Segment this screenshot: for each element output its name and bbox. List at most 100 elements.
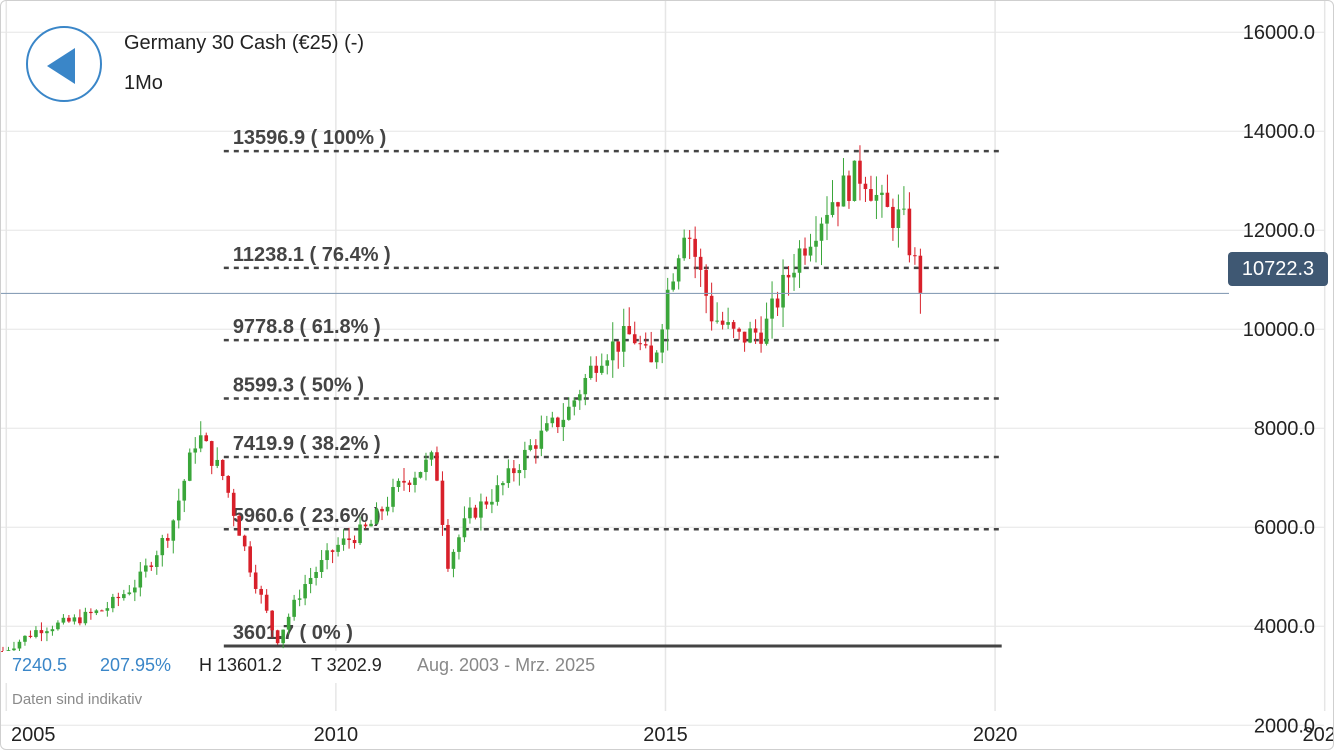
candle-body <box>418 472 423 478</box>
candle-body <box>292 599 296 617</box>
candle-body <box>594 365 599 373</box>
candle-body <box>363 524 368 527</box>
candle-body <box>319 560 324 572</box>
candle-body <box>396 480 401 488</box>
candle-body <box>325 550 329 561</box>
fib-level-label: 11238.1 ( 76.4% ) <box>233 244 391 266</box>
candle-body <box>380 508 384 512</box>
y-tick-label: 2000.0 <box>1254 715 1315 737</box>
candle-body <box>660 329 664 353</box>
candle-body <box>643 344 648 346</box>
fib-level-label: 13596.9 ( 100% ) <box>233 127 386 149</box>
candle-body <box>490 501 494 505</box>
candle-body <box>440 480 445 525</box>
grid <box>1 1 1326 726</box>
candle-body <box>803 248 807 256</box>
candle-body <box>775 298 780 308</box>
candle-body <box>385 506 390 512</box>
candle-body <box>187 452 192 481</box>
candle-body <box>517 470 522 474</box>
candle-body <box>413 477 417 485</box>
y-tick-label: 6000.0 <box>1254 517 1315 539</box>
candle-body <box>649 345 654 363</box>
candle-body <box>193 448 198 453</box>
candle-body <box>770 298 774 319</box>
candle-body <box>270 610 274 631</box>
candle-body <box>726 322 730 325</box>
candle-body <box>539 430 544 449</box>
candle-body <box>231 492 236 516</box>
candle-body <box>374 508 379 524</box>
candle-body <box>402 480 406 483</box>
candle-body <box>149 565 154 567</box>
candle-body <box>599 365 604 373</box>
fib-level-label: 5960.6 ( 23.6% ) <box>233 505 381 527</box>
interval-label[interactable]: 1Mo <box>124 72 163 94</box>
candle-body <box>198 435 203 449</box>
candle-body <box>457 537 461 552</box>
candle-body <box>424 459 428 473</box>
candle-body <box>61 617 66 623</box>
y-tick-label: 4000.0 <box>1254 616 1315 638</box>
candle-body <box>297 598 302 600</box>
candle-body <box>154 555 159 567</box>
candle-body <box>358 524 362 544</box>
candle-body <box>907 208 912 256</box>
candle-body <box>1 651 5 652</box>
candle-body <box>45 631 49 634</box>
candle-body <box>896 209 901 228</box>
candle-body <box>731 322 736 329</box>
x-axis: 2005 2010 2015 2020 2025 <box>11 724 1333 746</box>
fib-level-label: 8599.3 ( 50% ) <box>233 375 364 397</box>
candle-body <box>764 318 769 344</box>
current-price-badge: 10722.3 <box>1228 252 1328 286</box>
candle-body <box>891 206 895 228</box>
candle-body <box>682 237 686 259</box>
back-button[interactable] <box>26 26 102 102</box>
candle-body <box>534 445 538 449</box>
candle-body <box>281 629 285 644</box>
candle-body <box>275 630 280 644</box>
y-tick-label: 8000.0 <box>1254 418 1315 440</box>
instrument-title: Germany 30 Cash (€25) (-) <box>124 32 365 54</box>
candle-body <box>561 419 566 428</box>
candle-body <box>468 507 472 519</box>
candle-body <box>627 326 632 335</box>
candle-body <box>72 617 77 622</box>
candle-body <box>116 596 121 599</box>
candle-body <box>567 406 571 420</box>
candle-body <box>704 269 708 296</box>
candle-body <box>237 515 241 536</box>
candle-body <box>671 281 675 290</box>
disclaimer-text: Daten sind indikativ <box>12 691 143 708</box>
candle-body <box>12 648 16 651</box>
candle-body <box>144 565 148 572</box>
candle-body <box>341 538 346 545</box>
candle-body <box>638 343 643 345</box>
candle-body <box>369 523 373 527</box>
candle-body <box>506 468 511 484</box>
candle-body <box>248 546 252 573</box>
candle-body <box>781 274 785 308</box>
candle-body <box>100 610 104 612</box>
stat-high: H 13601.2 <box>199 655 283 675</box>
candle-body <box>825 214 829 224</box>
candle-body <box>83 611 88 624</box>
candle-body <box>264 594 269 611</box>
candle-body <box>127 592 132 595</box>
candle-body <box>616 341 621 352</box>
candle-body <box>654 352 659 363</box>
candle-body <box>880 192 884 195</box>
candle-body <box>253 572 258 589</box>
candle-body <box>852 160 857 201</box>
fib-level-label: 9778.8 ( 61.8% ) <box>233 316 381 338</box>
candle-body <box>182 480 187 501</box>
fib-level-label: 7419.9 ( 38.2% ) <box>233 433 381 455</box>
candle-body <box>759 332 763 344</box>
candle-body <box>588 365 593 378</box>
candle-body <box>693 238 697 257</box>
candle-body <box>50 629 55 632</box>
candle-body <box>352 540 357 544</box>
